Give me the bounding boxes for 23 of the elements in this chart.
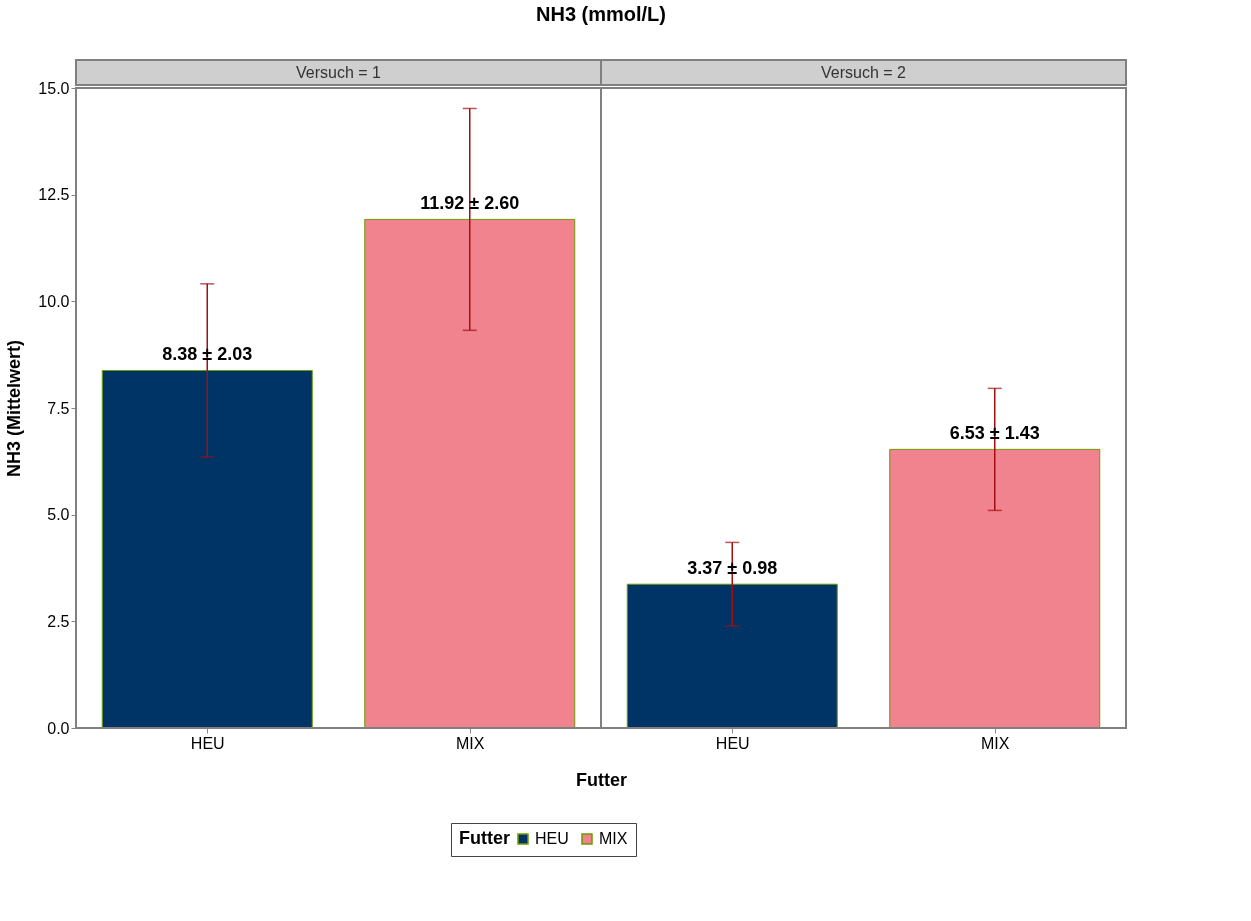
bar <box>364 218 576 729</box>
y-tick-label: 15.0 <box>38 79 70 97</box>
text: Versuch = 2 <box>821 64 907 81</box>
chart-title: NH3 (mmol/L) <box>536 3 666 25</box>
y-tick-label: 0.0 <box>47 719 70 737</box>
x-tick-label: HEU <box>715 734 750 752</box>
bar <box>101 369 313 729</box>
x-axis-title: Futter <box>576 769 627 790</box>
y-tick-label: 7.5 <box>47 399 70 417</box>
y-tick-label: 2.5 <box>47 612 70 630</box>
y-axis-title: NH3 (Mittelwert) <box>4 339 25 478</box>
x-tick-label: HEU <box>190 734 225 752</box>
y-tick-label: 5.0 <box>47 506 70 524</box>
y-tick-label: 12.5 <box>38 186 70 204</box>
text: Versuch = 1 <box>296 64 382 81</box>
x-tick-label: MIX <box>456 734 485 752</box>
legend-label: HEU <box>535 830 569 847</box>
bar <box>889 448 1101 729</box>
legend-title: Futter <box>459 828 510 848</box>
y-tick-label: 10.0 <box>38 292 70 310</box>
bar <box>626 583 838 729</box>
legend-label: MIX <box>599 830 628 847</box>
x-tick-label: MIX <box>981 734 1010 752</box>
